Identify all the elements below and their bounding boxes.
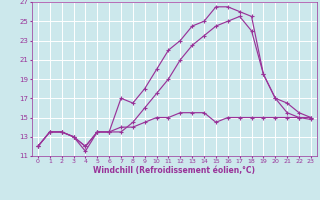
X-axis label: Windchill (Refroidissement éolien,°C): Windchill (Refroidissement éolien,°C): [93, 166, 255, 175]
